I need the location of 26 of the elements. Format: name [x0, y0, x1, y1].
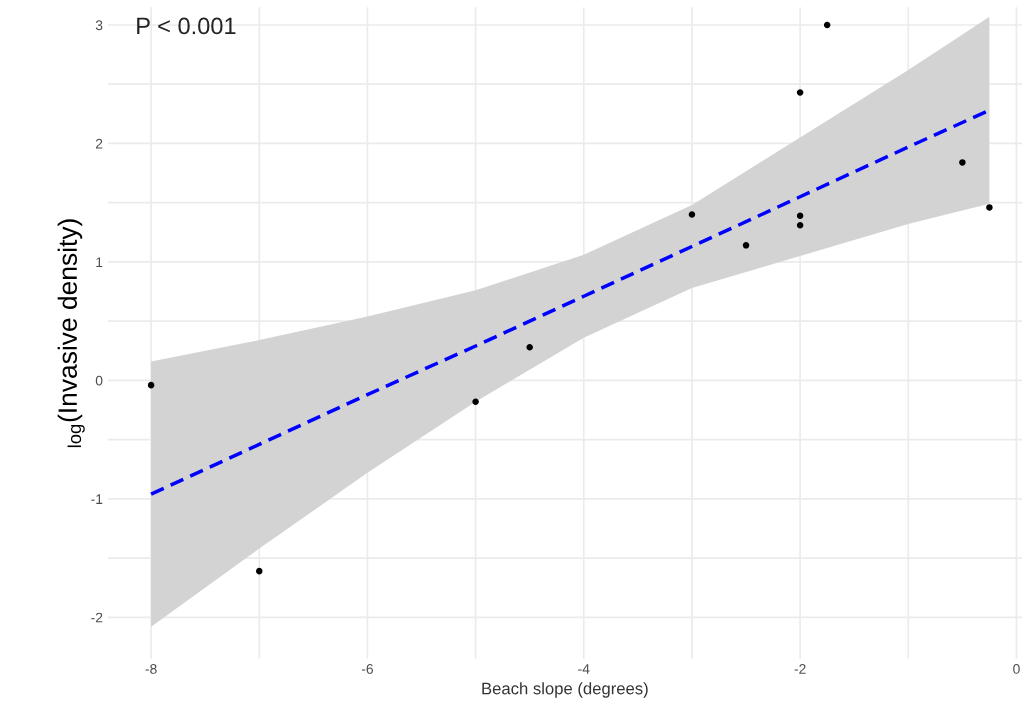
- x-tick-label: -2: [794, 664, 806, 674]
- point: [688, 211, 696, 218]
- point: [959, 159, 966, 166]
- x-tick-label: 0: [1013, 664, 1020, 674]
- y-tick-label: 1: [96, 257, 103, 267]
- point: [472, 398, 479, 405]
- annotation: P < 0.001: [137, 17, 236, 35]
- x-tick-label: -8: [145, 664, 157, 674]
- point: [796, 89, 804, 96]
- x-tick-label: -4: [578, 664, 590, 674]
- x-tick-label: -6: [361, 664, 374, 674]
- point: [147, 381, 155, 389]
- point: [742, 242, 750, 249]
- point: [796, 212, 804, 219]
- point: [986, 204, 993, 211]
- point: [256, 567, 263, 575]
- y-axis-title: $_{log}$(Invasive density): [57, 219, 85, 448]
- y-tick-label: -1: [91, 494, 103, 504]
- y-tick-label: 2: [95, 138, 103, 149]
- y-tick-label: -2: [91, 612, 103, 623]
- x-axis-title: Beach slope (degrees): [482, 682, 648, 698]
- y-tick-label: 3: [95, 20, 103, 31]
- point: [796, 221, 804, 229]
- point: [526, 343, 533, 351]
- y-tick-label: 0: [95, 375, 103, 386]
- point: [823, 21, 831, 29]
